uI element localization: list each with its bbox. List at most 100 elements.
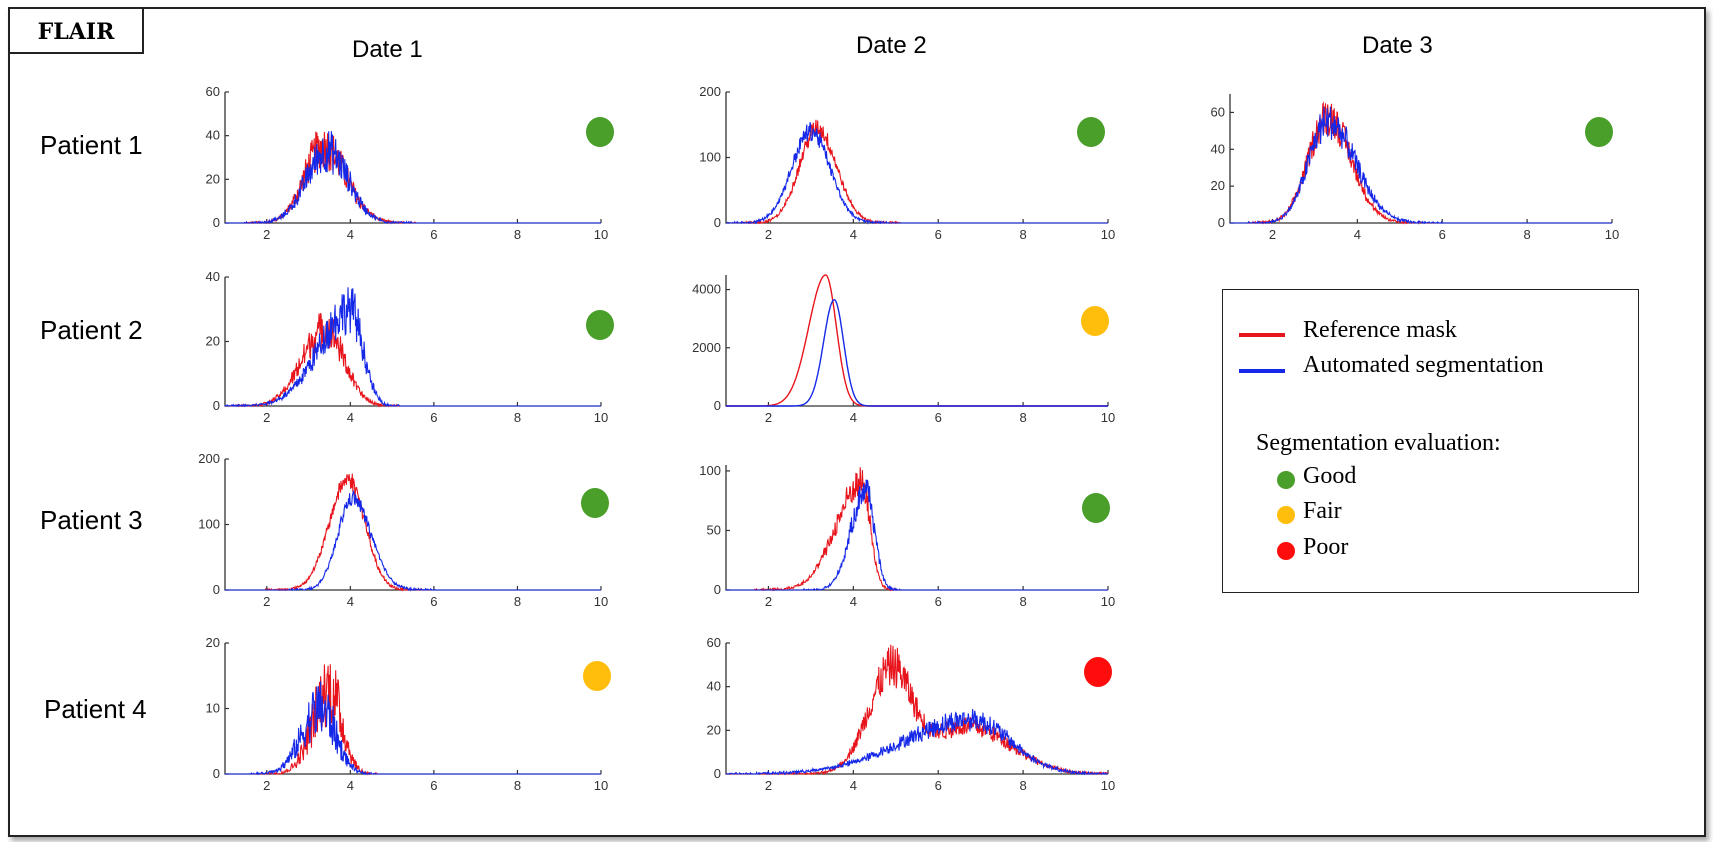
x-tick-label: 4 (347, 594, 354, 609)
x-tick-label: 8 (514, 227, 521, 242)
legend-poor-label: Poor (1303, 534, 1348, 561)
x-tick-label: 2 (263, 594, 270, 609)
reference-mask-series (726, 645, 1108, 774)
legend-fair-label: Fair (1303, 498, 1342, 525)
axes (726, 275, 1108, 406)
reference-mask-series (225, 664, 601, 774)
plot-p1d1: 2 4 6 8 10 0 20 40 60 (225, 92, 601, 243)
y-tick-label: 0 (714, 582, 721, 597)
axes (225, 459, 601, 590)
evaluation-dot-fair (1081, 306, 1109, 336)
y-tick-label: 200 (699, 84, 721, 99)
y-tick-label: 60 (206, 84, 220, 99)
y-tick-label: 0 (213, 215, 220, 230)
y-tick-label: 0 (213, 582, 220, 597)
automated-segmentation-series (225, 681, 601, 774)
x-tick-label: 8 (1523, 227, 1530, 242)
column-title-date-2: Date 2 (856, 32, 927, 60)
row-title-patient-4: Patient 4 (44, 694, 147, 725)
x-tick-label: 10 (1101, 227, 1115, 242)
plot-p1d3: 2 4 6 8 100204060 (1230, 94, 1612, 243)
legend-fair-dot (1277, 506, 1295, 524)
x-tick-label: 10 (1101, 594, 1115, 609)
x-tick-label: 6 (935, 594, 942, 609)
y-tick-label: 60 (707, 635, 721, 650)
x-tick-label: 4 (850, 410, 857, 425)
x-tick-label: 2 (765, 227, 772, 242)
x-tick-label: 6 (935, 778, 942, 793)
axes (225, 92, 601, 223)
x-tick-label: 10 (1101, 778, 1115, 793)
evaluation-dot-good (1082, 493, 1110, 523)
y-tick-label: 200 (198, 451, 220, 466)
x-tick-label: 4 (850, 594, 857, 609)
reference-mask-series (726, 467, 1108, 590)
legend-automated-label: Automated segmentation (1303, 352, 1544, 379)
row-title-patient-1: Patient 1 (40, 130, 143, 161)
reference-mask-series (225, 313, 601, 406)
y-tick-label: 40 (707, 679, 721, 694)
automated-segmentation-series (726, 480, 1108, 590)
axes (1230, 94, 1612, 223)
x-tick-label: 6 (935, 410, 942, 425)
x-tick-label: 10 (1101, 410, 1115, 425)
y-tick-label: 20 (707, 722, 721, 737)
y-tick-label: 40 (206, 269, 220, 284)
legend-reference-label: Reference mask (1303, 317, 1457, 344)
y-tick-label: 100 (699, 463, 721, 478)
evaluation-dot-good (586, 310, 614, 340)
evaluation-dot-good (581, 488, 609, 518)
x-tick-label: 6 (935, 227, 942, 242)
x-tick-label: 8 (514, 594, 521, 609)
column-title-date-3: Date 3 (1362, 32, 1433, 60)
evaluation-dot-good (586, 117, 614, 147)
plot-p1d2: 2 4 6 8 100100200 (726, 92, 1108, 243)
x-tick-label: 2 (263, 778, 270, 793)
automated-segmentation-series (1230, 107, 1612, 223)
y-tick-label: 0 (213, 398, 220, 413)
plot-p4d2: 2 4 6 8 10 0 20 40 60 (726, 643, 1108, 794)
x-tick-label: 6 (1439, 227, 1446, 242)
evaluation-dot-fair (583, 661, 611, 691)
y-tick-label: 4000 (692, 282, 721, 297)
legend-automated-swatch (1239, 369, 1285, 373)
x-tick-label: 10 (594, 778, 608, 793)
x-tick-label: 4 (850, 778, 857, 793)
y-tick-label: 20 (206, 334, 220, 349)
axes (225, 643, 601, 774)
automated-segmentation-series (225, 287, 601, 406)
y-tick-label: 0 (714, 398, 721, 413)
evaluation-dot-good (1077, 117, 1105, 147)
automated-segmentation-series (726, 300, 1108, 406)
axes (225, 277, 601, 406)
evaluation-dot-poor (1084, 657, 1112, 687)
x-tick-label: 8 (514, 410, 521, 425)
x-tick-label: 8 (1019, 778, 1026, 793)
y-tick-label: 20 (1211, 178, 1225, 193)
x-tick-label: 6 (430, 227, 437, 242)
x-tick-label: 8 (1019, 410, 1026, 425)
x-tick-label: 2 (1269, 227, 1276, 242)
x-tick-label: 10 (594, 410, 608, 425)
automated-segmentation-series (225, 491, 601, 590)
y-tick-label: 100 (699, 150, 721, 165)
x-tick-label: 2 (263, 410, 270, 425)
legend-good-dot (1277, 471, 1295, 489)
y-tick-label: 10 (206, 701, 220, 716)
legend-poor-dot (1277, 542, 1295, 560)
axes (726, 92, 1108, 223)
y-tick-label: 0 (213, 766, 220, 781)
x-tick-label: 2 (765, 410, 772, 425)
reference-mask-series (225, 132, 601, 223)
plot-p2d2: 2 4 6 8 10 0 2000 4000 (726, 275, 1108, 426)
legend: Reference mask Automated segmentation Se… (1222, 289, 1639, 593)
x-tick-label: 4 (850, 227, 857, 242)
x-tick-label: 10 (1605, 227, 1619, 242)
column-title-date-1: Date 1 (352, 36, 423, 64)
reference-mask-series (1230, 103, 1612, 223)
x-tick-label: 6 (430, 410, 437, 425)
automated-segmentation-series (225, 131, 601, 223)
x-tick-label: 10 (594, 594, 608, 609)
